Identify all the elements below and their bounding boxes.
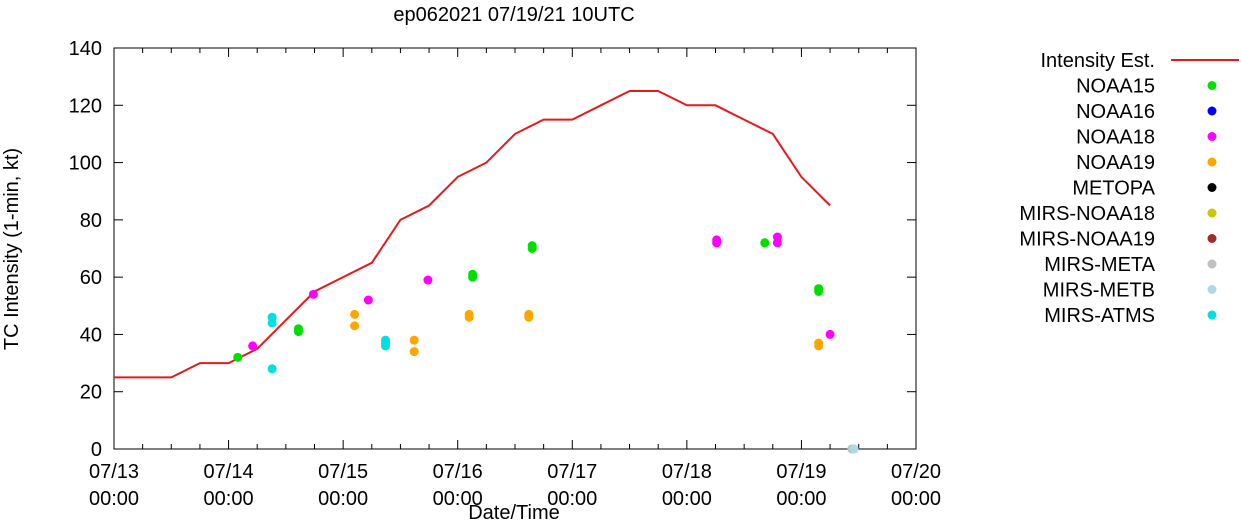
- point-mirs-atms: [381, 341, 391, 351]
- legend-swatch-mirs-meta: [1207, 259, 1217, 269]
- x-axis-label: Date/Time: [468, 502, 560, 521]
- legend-swatch-noaa15: [1207, 81, 1217, 90]
- legend-label-mirs-meta: MIRS-META: [1044, 254, 1155, 276]
- point-noaa18: [248, 341, 258, 351]
- legend-swatch-mirs-atms: [1207, 310, 1217, 320]
- x-tick-label-date: 07/19: [776, 461, 826, 483]
- legend-swatch-noaa19: [1207, 157, 1217, 167]
- x-tick-label-date: 07/18: [662, 461, 712, 483]
- legend-label-intensity-est: Intensity Est.: [1041, 50, 1156, 72]
- y-tick-label: 0: [91, 439, 102, 461]
- chart-title: ep062021 07/19/21 10UTC: [393, 4, 634, 26]
- x-tick-label-date: 07/13: [89, 461, 139, 483]
- point-noaa15: [527, 244, 537, 253]
- x-tick-label-date: 07/20: [891, 461, 941, 483]
- legend-label-mirs-noaa19: MIRS-NOAA19: [1019, 229, 1155, 251]
- x-axis: 07/13 00:00 07/14 00:00 07/15 00:00 07/16 00:00…: [89, 48, 941, 510]
- x-tick-label-date: 07/15: [318, 461, 368, 483]
- point-noaa19: [350, 309, 360, 319]
- series-layer: [114, 90, 859, 454]
- y-tick-label: 80: [80, 210, 102, 232]
- y-tick-label: 60: [80, 267, 102, 289]
- legend-swatch-metopa: [1207, 183, 1217, 192]
- point-noaa18: [363, 295, 373, 305]
- point-noaa15: [814, 286, 824, 296]
- point-mirs-metb: [849, 444, 859, 454]
- point-noaa19: [814, 341, 824, 351]
- point-noaa19: [350, 321, 360, 331]
- y-tick-label: 100: [69, 153, 102, 175]
- point-noaa18: [772, 238, 782, 248]
- legend-label-noaa15: NOAA15: [1076, 76, 1155, 98]
- x-tick-label-time: 00:00: [776, 488, 826, 510]
- legend-label-mirs-atms: MIRS-ATMS: [1044, 305, 1155, 327]
- y-axis: 0 20 40 60 80 100 120 140: [69, 38, 916, 461]
- point-noaa19: [524, 312, 534, 322]
- y-tick-label: 140: [69, 38, 102, 60]
- x-tick-label-date: 07/14: [204, 461, 254, 483]
- legend-swatch-noaa18: [1207, 132, 1217, 141]
- legend: Intensity Est. NOAA15 NOAA16 NOAA18 NOAA19 ME…: [1019, 50, 1239, 327]
- y-axis-label: TC Intensity (1-min, kt): [1, 148, 23, 350]
- x-tick-label-date: 07/16: [433, 461, 483, 483]
- x-tick-label-time: 00:00: [89, 488, 139, 510]
- point-noaa15: [233, 352, 243, 362]
- x-tick-label-time: 00:00: [891, 488, 941, 510]
- x-tick-label-time: 00:00: [547, 488, 597, 510]
- point-noaa15: [293, 327, 303, 337]
- legend-swatch-noaa16: [1207, 106, 1217, 116]
- legend-swatch-mirs-metb: [1207, 285, 1217, 294]
- legend-label-noaa18: NOAA18: [1076, 127, 1155, 149]
- series-line-intensity-est: [114, 90, 831, 379]
- legend-label-metopa: METOPA: [1072, 178, 1155, 200]
- x-tick-label-time: 00:00: [204, 488, 254, 510]
- point-mirs-atms: [267, 364, 277, 374]
- legend-label-noaa19: NOAA19: [1076, 152, 1155, 174]
- point-noaa18: [308, 289, 318, 299]
- point-noaa19: [409, 335, 419, 345]
- point-noaa15: [468, 272, 478, 282]
- legend-swatch-mirs-noaa18: [1207, 208, 1217, 218]
- plot-frame: [113, 47, 917, 450]
- point-noaa18: [712, 238, 722, 248]
- point-noaa15: [760, 238, 770, 248]
- point-noaa18: [423, 275, 433, 285]
- legend-label-mirs-noaa18: MIRS-NOAA18: [1019, 203, 1155, 225]
- y-tick-label: 40: [80, 324, 102, 346]
- point-noaa19: [464, 312, 474, 322]
- legend-label-mirs-metb: MIRS-METB: [1043, 280, 1155, 302]
- point-noaa19: [409, 347, 419, 357]
- point-mirs-atms: [267, 318, 277, 328]
- legend-label-noaa16: NOAA16: [1076, 101, 1155, 123]
- x-tick-label-time: 00:00: [662, 488, 712, 510]
- legend-swatch-mirs-noaa19: [1207, 234, 1217, 243]
- point-noaa18: [825, 329, 835, 339]
- y-tick-label: 20: [80, 382, 102, 404]
- x-tick-label-date: 07/17: [547, 461, 597, 483]
- x-tick-label-time: 00:00: [433, 488, 483, 510]
- y-tick-label: 120: [69, 95, 102, 117]
- x-tick-label-time: 00:00: [318, 488, 368, 510]
